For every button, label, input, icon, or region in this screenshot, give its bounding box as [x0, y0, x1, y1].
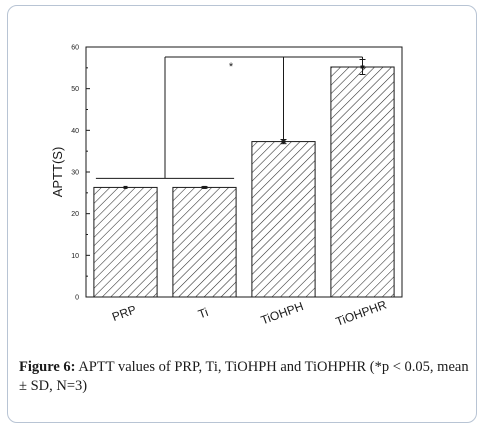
x-tick-label: Ti	[196, 305, 210, 321]
y-tick-label: 20	[71, 211, 79, 218]
bar	[330, 66, 395, 298]
x-tick-label: PRP	[110, 302, 138, 324]
y-tick-label: 60	[71, 45, 79, 52]
bar	[251, 141, 316, 298]
mean-marker	[123, 185, 128, 189]
bars	[93, 66, 395, 298]
y-tick-label: 10	[71, 253, 79, 260]
error-bars	[123, 59, 366, 189]
mean-marker	[360, 65, 365, 69]
figure-frame	[7, 5, 477, 423]
bar	[172, 186, 237, 298]
y-tick-label: 50	[71, 86, 79, 93]
bar	[93, 186, 158, 298]
y-axis: 0 10 20 30 40 50 60	[71, 45, 90, 302]
mean-marker	[202, 185, 207, 189]
x-tick-label: TiOHPH	[259, 299, 305, 327]
y-tick-label: 40	[71, 128, 79, 135]
significance-star: *	[229, 61, 234, 73]
bar-chart: 0 10 20 30 40 50 60 PRP Ti TiOHPH TiOHPHR APTT(S)…	[50, 45, 403, 329]
mean-marker	[281, 140, 286, 144]
caption-label: Figure 6:	[19, 359, 76, 375]
y-tick-label: 30	[71, 170, 79, 177]
y-axis-title: APTT(S)	[50, 147, 65, 198]
x-tick-label: TiOHPHR	[334, 298, 389, 329]
figure-caption: Figure 6: APTT values of PRP, Ti, TiOHPH…	[19, 358, 469, 396]
significance-brackets	[95, 56, 363, 179]
y-tick-label: 0	[75, 295, 79, 302]
caption-text: APTT values of PRP, Ti, TiOHPH and TiOHP…	[19, 359, 469, 394]
x-axis-labels: PRP Ti TiOHPH TiOHPHR	[110, 298, 389, 329]
